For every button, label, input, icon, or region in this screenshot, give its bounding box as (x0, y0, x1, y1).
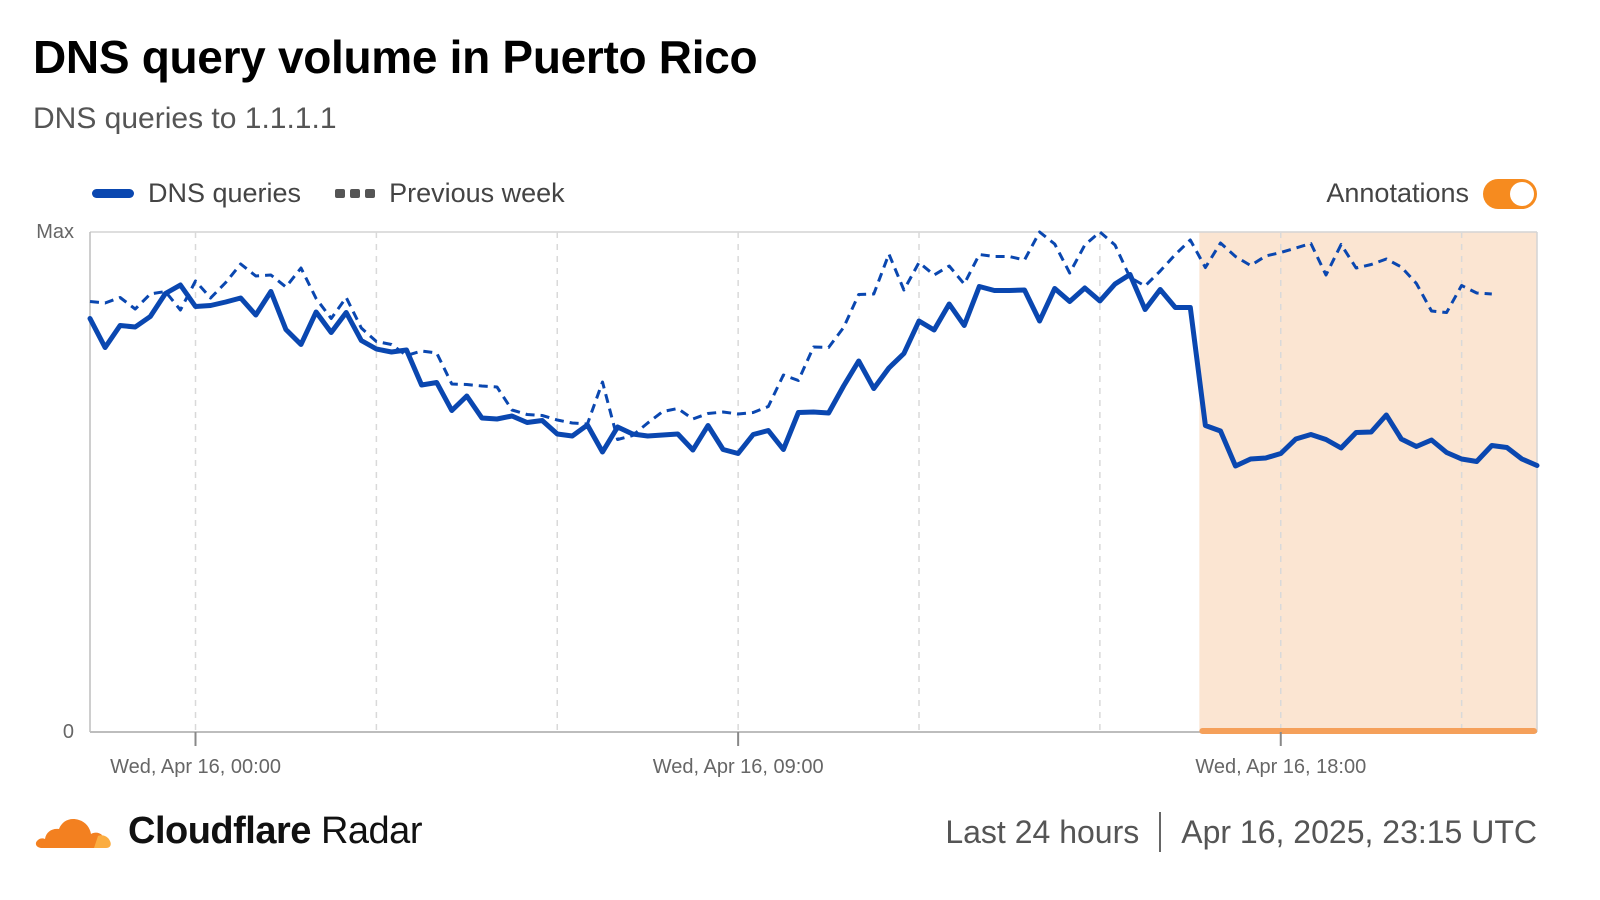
annotations-control: Annotations (1326, 178, 1537, 209)
chart-title: DNS query volume in Puerto Rico (33, 31, 758, 83)
timestamp: Apr 16, 2025, 23:15 UTC (1181, 813, 1537, 850)
series-line-dns-queries (87, 272, 1540, 469)
solid-line-icon (92, 189, 134, 198)
annotation-region (1199, 232, 1537, 732)
legend-label-dns-queries: DNS queries (148, 178, 302, 208)
footer-meta: Last 24 hours Apr 16, 2025, 23:15 UTC (945, 812, 1537, 852)
brand-name: Cloudflare Radar (128, 810, 422, 852)
annotations-toggle[interactable] (1483, 178, 1537, 209)
x-tick-label: Wed, Apr 16, 18:00 (1195, 756, 1366, 778)
y-tick-label: 0 (63, 721, 74, 743)
x-tick-label: Wed, Apr 16, 00:00 (110, 756, 281, 778)
series-line-previous-week (89, 230, 1492, 441)
brand: Cloudflare Radar (32, 810, 422, 853)
line-chart: Max 0 Wed, Apr 16, 00:00 Wed, Apr 16, 09:00… (36, 221, 1540, 778)
annotation-bar (1199, 728, 1537, 734)
annotations-label: Annotations (1326, 178, 1469, 208)
legend: DNS queries Previous week (92, 178, 599, 209)
footer-divider (1159, 812, 1162, 852)
y-tick-label: Max (36, 221, 74, 243)
legend-item-dns-queries[interactable]: DNS queries (92, 178, 301, 209)
legend-item-previous-week[interactable]: Previous week (335, 178, 565, 209)
dashed-line-icon (335, 189, 376, 198)
time-range: Last 24 hours (945, 813, 1140, 850)
x-tick-label: Wed, Apr 16, 09:00 (653, 756, 824, 778)
chart-subtitle: DNS queries to 1.1.1.1 (33, 102, 337, 135)
legend-label-previous-week: Previous week (389, 178, 565, 208)
cloudflare-logo-icon (35, 818, 111, 848)
toggle-knob (1510, 181, 1534, 206)
